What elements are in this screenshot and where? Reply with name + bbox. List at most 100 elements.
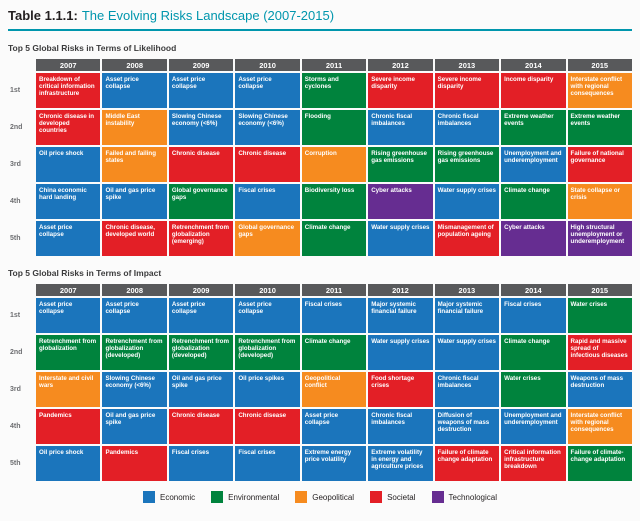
legend-label-environmental: Environmental [228, 492, 280, 502]
risk-cell: Retrenchment from globalization (emergin… [168, 221, 234, 256]
geopolitical-swatch-icon [295, 491, 308, 503]
risk-cell: Interstate conflict with regional conseq… [567, 409, 632, 444]
grid-corner [8, 59, 34, 71]
rank-label: 2nd [10, 349, 23, 356]
risk-cell: Extreme weather events [501, 110, 566, 145]
risk-cell: Water supply crises [434, 184, 500, 219]
year-header: 2007 [36, 284, 101, 296]
page-title: Table 1.1.1: The Evolving Risks Landscape… [8, 8, 632, 24]
impact-grid: 2007 2008 2009 2010 2011 2012 2013 2014 2015 1st A… [8, 284, 632, 481]
year-header: 2009 [168, 284, 234, 296]
year-header: 2015 [567, 284, 632, 296]
rank-label: 2nd [10, 124, 23, 131]
risk-cell: Chronic disease in developed countries [36, 110, 101, 145]
risk-cell: Water supply crises [434, 335, 500, 370]
risk-cell: Chronic disease [235, 147, 300, 182]
risk-cell: Cyber attacks [501, 221, 566, 256]
risk-cell: Water supply crises [368, 221, 433, 256]
risk-cell: Slowing Chinese economy (<6%) [102, 372, 167, 407]
risk-cell: Rising greenhouse gas emissions [434, 147, 500, 182]
risk-cell: Extreme weather events [567, 110, 632, 145]
section-title-impact: Top 5 Global Risks in Terms of Impact [8, 268, 162, 278]
risk-cell: Interstate and civil wars [36, 372, 101, 407]
risk-cell: Failure of climate-change adaptation [567, 446, 632, 481]
risk-cell: Retrenchment from globalization (develop… [102, 335, 167, 370]
risk-cell: Asset price collapse [168, 73, 234, 108]
risk-cell: Pandemics [36, 409, 101, 444]
risk-cell: Chronic disease [168, 147, 234, 182]
legend-label-economic: Economic [159, 492, 196, 502]
category-legend: Economic Environmental Geopolitical Societa… [8, 491, 632, 503]
risk-cell: Middle East instability [102, 110, 167, 145]
risk-cell: Oil and gas price spike [168, 372, 234, 407]
risk-cell: Asset price collapse [301, 409, 367, 444]
risk-cell: Failure of climate change adaptation [434, 446, 500, 481]
risk-cell: Chronic fiscal imbalances [434, 372, 500, 407]
year-header: 2012 [368, 284, 433, 296]
grid-corner [8, 284, 34, 296]
risk-cell: Asset price collapse [36, 298, 101, 333]
risk-cell: Climate change [301, 335, 367, 370]
legend-label-geopolitical: Geopolitical [312, 492, 355, 502]
risk-cell: Global governance gaps [168, 184, 234, 219]
risks-landscape-figure: Table 1.1.1: The Evolving Risks Landscape… [8, 8, 632, 503]
rank-label: 1st [10, 312, 21, 319]
societal-swatch-icon [370, 491, 383, 503]
risk-cell: Rising greenhouse gas emissions [368, 147, 433, 182]
risk-cell: Severe income disparity [368, 73, 433, 108]
risk-cell: Global governance gaps [235, 221, 300, 256]
risk-cell: Asset price collapse [235, 298, 300, 333]
technological-swatch-icon [431, 491, 444, 503]
year-header: 2014 [501, 284, 566, 296]
year-header: 2013 [434, 59, 500, 71]
risk-cell: Rapid and massive spread of infectious d… [567, 335, 632, 370]
risk-cell: Climate change [501, 335, 566, 370]
risk-cell: Oil and gas price spike [102, 409, 167, 444]
rank-label: 3rd [10, 386, 21, 393]
risk-cell: Climate change [501, 184, 566, 219]
legend-item-technological: Technological [431, 491, 497, 503]
legend-item-societal: Societal [370, 491, 416, 503]
risk-cell: Oil and gas price spike [102, 184, 167, 219]
table-number: Table 1.1.1: [8, 8, 78, 23]
risk-cell: Extreme energy price volatility [301, 446, 367, 481]
risk-cell: Mismanagement of population ageing [434, 221, 500, 256]
risk-cell: Failure of national governance [567, 147, 632, 182]
year-header: 2010 [235, 59, 300, 71]
risk-cell: Retrenchment from globalization (develop… [168, 335, 234, 370]
risk-cell: Severe income disparity [434, 73, 500, 108]
risk-cell: Interstate conflict with regional conseq… [567, 73, 632, 108]
risk-cell: Chronic disease [235, 409, 300, 444]
risk-cell: Pandemics [102, 446, 167, 481]
likelihood-grid: 2007 2008 2009 2010 2011 2012 2013 2014 2015 1st B… [8, 59, 632, 256]
risk-cell: Oil price shock [36, 147, 101, 182]
risk-cell: State collapse or crisis [567, 184, 632, 219]
year-header: 2015 [567, 59, 632, 71]
risk-cell: Unemployment and underemployment [501, 409, 566, 444]
risk-cell: Asset price collapse [102, 298, 167, 333]
rank-label: 3rd [10, 161, 21, 168]
risk-cell: Fiscal crises [168, 446, 234, 481]
rank-label: 4th [10, 423, 21, 430]
risk-cell: Retrenchment from globalization (develop… [235, 335, 300, 370]
title-divider [8, 29, 632, 31]
risk-cell: Extreme volatility in energy and agricul… [368, 446, 433, 481]
risk-cell: Fiscal crises [301, 298, 367, 333]
risk-cell: Chronic disease, developed world [102, 221, 167, 256]
risk-cell: Unemployment and underemployment [501, 147, 566, 182]
year-header: 2011 [301, 59, 367, 71]
likelihood-section: Top 5 Global Risks in Terms of Likelihoo… [8, 43, 632, 256]
risk-cell: High structural unemployment or underemp… [567, 221, 632, 256]
risk-cell: Water crises [567, 298, 632, 333]
risk-cell: Climate change [301, 221, 367, 256]
risk-cell: Weapons of mass destruction [567, 372, 632, 407]
risk-cell: Cyber attacks [368, 184, 433, 219]
year-header: 2011 [301, 284, 367, 296]
year-header: 2007 [36, 59, 101, 71]
table-title: The Evolving Risks Landscape (2007-2015) [81, 8, 335, 23]
rank-label: 4th [10, 198, 21, 205]
risk-cell: Major systemic financial failure [434, 298, 500, 333]
legend-item-economic: Economic [142, 491, 196, 503]
risk-cell: Failed and failing states [102, 147, 167, 182]
risk-cell: Critical information infrastructure brea… [501, 446, 566, 481]
